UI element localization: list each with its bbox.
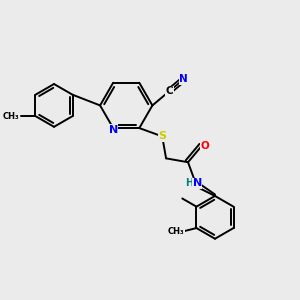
Text: S: S [158,131,166,141]
Text: C: C [166,86,173,96]
Text: N: N [109,124,118,135]
Text: H: H [185,178,193,188]
Text: CH₃: CH₃ [168,226,184,236]
Text: O: O [201,141,210,151]
Text: N: N [179,74,188,84]
Text: N: N [193,178,202,188]
Text: CH₃: CH₃ [3,112,20,121]
